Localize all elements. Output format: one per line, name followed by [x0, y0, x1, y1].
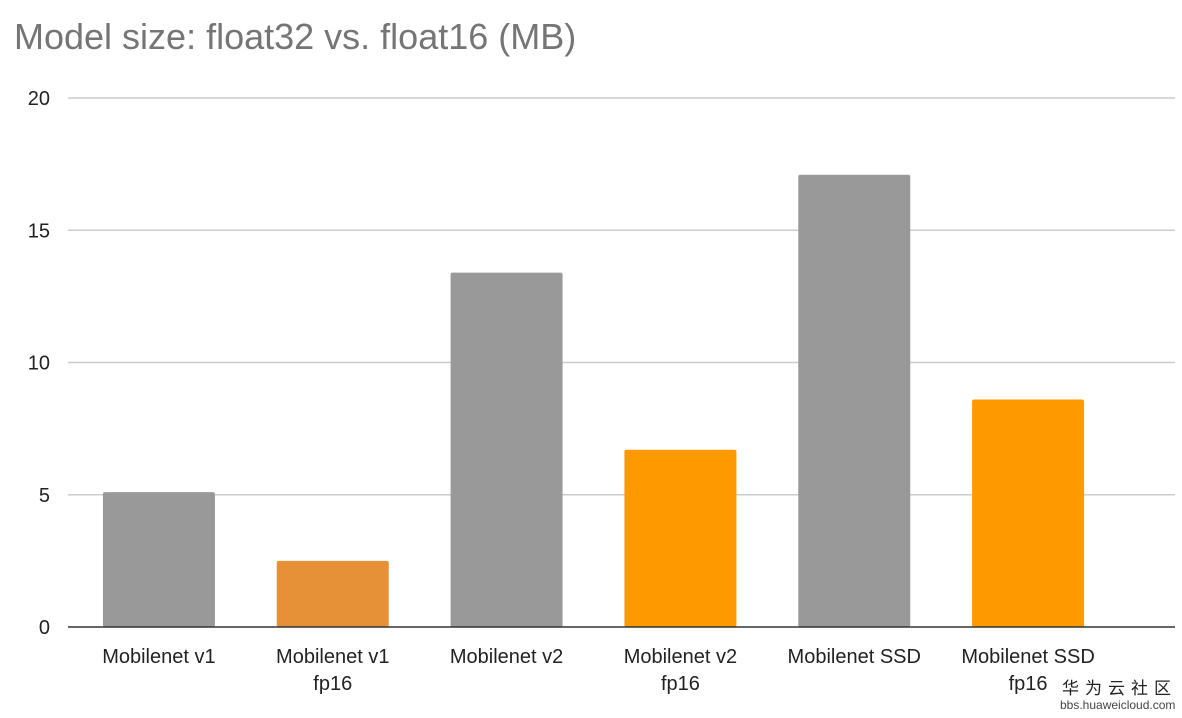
y-axis-ticks: 0 5 10 15 20 [28, 88, 50, 639]
y-tick-label: 15 [28, 220, 50, 242]
x-category-label: Mobilenet v1 [102, 646, 215, 668]
watermark-url: bbs.huaweicloud.com [1060, 698, 1175, 712]
watermark: 华为云社区 bbs.huaweicloud.com [1060, 679, 1177, 712]
bar [972, 399, 1085, 627]
y-tick-label: 20 [28, 88, 50, 110]
bars [102, 174, 1085, 627]
x-category-label: Mobilenet v2 [450, 646, 563, 668]
bar [624, 449, 737, 627]
x-axis-labels: Mobilenet v1 Mobilenet v1 fp16 Mobilenet v2… [102, 646, 1095, 695]
x-category-label: Mobilenet v1 fp16 [276, 646, 389, 695]
bar [798, 174, 911, 627]
x-category-label: Mobilenet SSD fp16 [961, 646, 1094, 695]
x-category-label: Mobilenet SSD [788, 646, 921, 668]
y-tick-label: 0 [39, 617, 50, 639]
bar [102, 492, 215, 627]
chart-title: Model size: float32 vs. float16 (MB) [14, 16, 576, 57]
x-category-label: Mobilenet v2 fp16 [624, 646, 737, 695]
y-tick-label: 10 [28, 353, 50, 375]
watermark-text: 华为云社区 [1062, 679, 1177, 699]
bar [276, 560, 389, 627]
bar [450, 272, 563, 627]
y-tick-label: 5 [39, 485, 50, 507]
